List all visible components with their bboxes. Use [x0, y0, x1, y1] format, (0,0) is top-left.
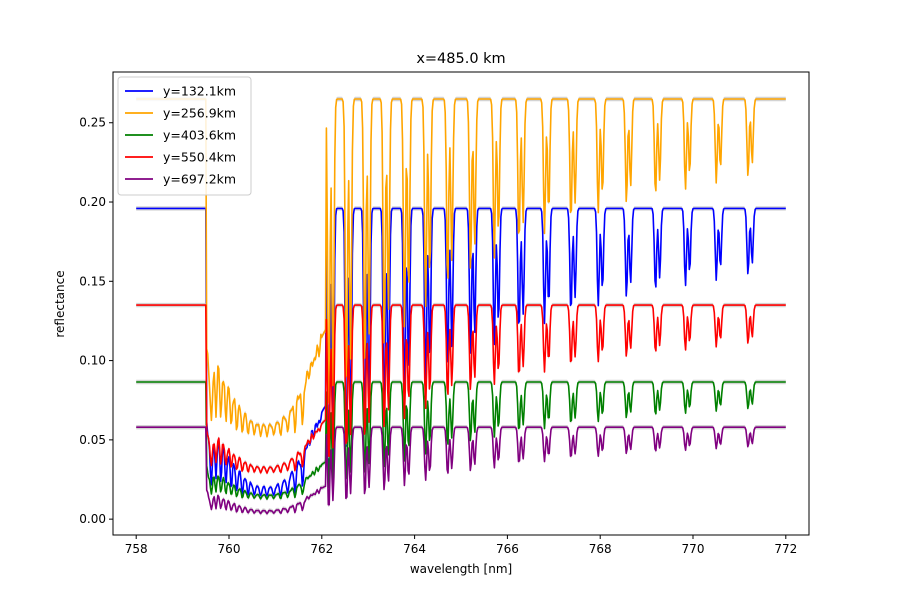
y-tick-label: 0.10 — [79, 354, 106, 368]
x-tick-label: 760 — [218, 542, 241, 556]
legend-label: y=403.6km — [163, 128, 236, 143]
axes-border — [112, 71, 810, 536]
legend-label: y=550.4km — [163, 150, 236, 165]
series-line-1 — [136, 207, 786, 499]
x-tick-label: 766 — [496, 542, 519, 556]
legend: y=132.1km y=256.9km y=403.6km y=550.4km y=69… — [117, 76, 252, 196]
series-layer — [136, 96, 786, 516]
series-line-3 — [136, 381, 786, 500]
y-tick-label: 0.25 — [79, 116, 106, 130]
legend-label: y=132.1km — [163, 84, 236, 99]
y-tick-label: 0.00 — [79, 512, 106, 526]
x-tick-label: 772 — [774, 542, 797, 556]
x-tick-label: 770 — [682, 542, 705, 556]
x-tick-label: 764 — [403, 542, 426, 556]
series-line-2 — [136, 98, 786, 438]
x-axis-ticks: 758 760 762 764 766 768 770 772 — [125, 535, 797, 556]
y-tick-label: 0.05 — [79, 433, 106, 447]
x-tick-label: 758 — [125, 542, 148, 556]
x-tick-label: 768 — [589, 542, 612, 556]
chart-title: x=485.0 km — [416, 51, 505, 67]
series-line-4 — [136, 304, 786, 474]
y-axis-label: reflectance — [53, 270, 67, 337]
y-tick-label: 0.15 — [79, 274, 106, 288]
y-tick-label: 0.20 — [79, 195, 106, 209]
legend-label: y=697.2km — [163, 172, 236, 187]
y-axis-ticks: 0.00 0.05 0.10 0.15 0.20 0.25 — [79, 116, 113, 526]
series-line-5 — [136, 426, 786, 515]
legend-label: y=256.9km — [163, 106, 236, 121]
x-axis-label: wavelength [nm] — [410, 562, 512, 576]
x-tick-label: 762 — [310, 542, 333, 556]
legend-box — [117, 76, 252, 196]
